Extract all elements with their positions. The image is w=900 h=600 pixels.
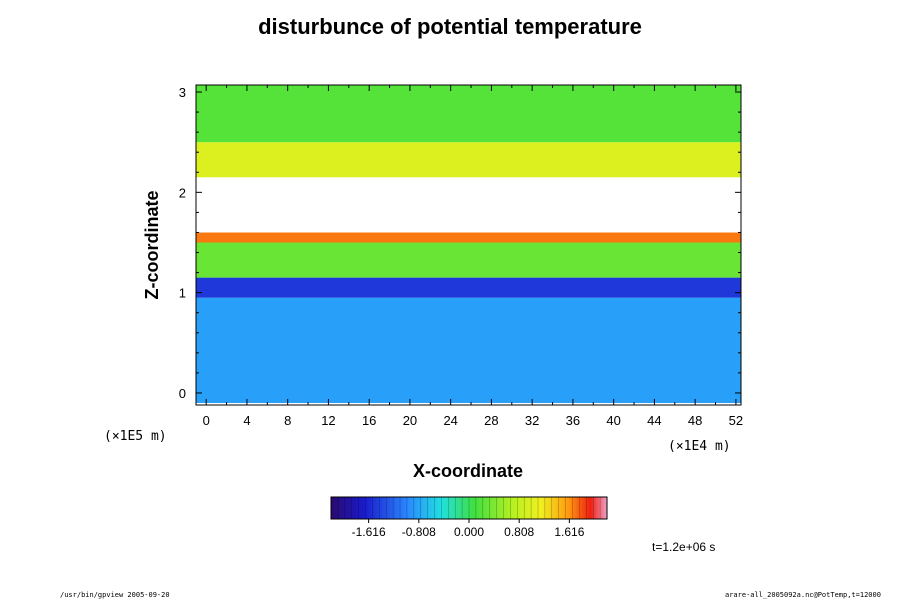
colorbar-tick-label: 1.616 <box>554 525 584 539</box>
field-layer-6 <box>196 85 741 143</box>
colorbar-divisions <box>337 497 601 519</box>
x-tick-label: 28 <box>484 413 498 428</box>
x-axis-title: X-coordinate <box>413 461 523 481</box>
colorbar-tick-label: 0.000 <box>454 525 484 539</box>
field-layer-5 <box>196 142 741 178</box>
y-tick-label: 0 <box>179 386 186 401</box>
chart-title: disturbunce of potential temperature <box>258 14 642 39</box>
field-layer-group <box>196 85 741 403</box>
colorbar-ticks: -1.616 -0.808 0.000 0.808 1.616 <box>352 519 585 539</box>
y-axis-title: Z-coordinate <box>142 190 162 299</box>
time-label: t=1.2e+06 s <box>652 540 715 554</box>
field-layer-4 <box>196 177 741 233</box>
colorbar-tick-label: 0.808 <box>504 525 534 539</box>
field-layer-1 <box>196 277 741 298</box>
field-layer-3 <box>196 232 741 243</box>
footer-left: /usr/bin/gpview 2005-09-20 <box>60 591 170 599</box>
y-tick-label: 3 <box>179 85 186 100</box>
colorbar: -1.616 -0.808 0.000 0.808 1.616 <box>330 496 608 539</box>
x-tick-label: 52 <box>729 413 743 428</box>
colorbar-tick-label: -0.808 <box>402 525 436 539</box>
x-tick-label: 16 <box>362 413 376 428</box>
y-axis: 0 1 2 3 <box>179 85 741 401</box>
x-tick-label: 12 <box>321 413 335 428</box>
x-tick-label: 0 <box>203 413 210 428</box>
x-tick-label: 40 <box>606 413 620 428</box>
x-axis: 0 4 8 12 16 20 24 28 32 36 40 44 48 52 <box>203 85 743 428</box>
x-tick-label: 8 <box>284 413 291 428</box>
x-tick-label: 36 <box>566 413 580 428</box>
y-unit-label: (×1E5 m) <box>104 429 167 444</box>
x-tick-label: 20 <box>403 413 417 428</box>
field-layer-2 <box>196 242 741 278</box>
x-tick-label: 4 <box>243 413 250 428</box>
y-tick-label: 2 <box>179 185 186 200</box>
y-tick-label: 1 <box>179 286 186 301</box>
x-tick-label: 32 <box>525 413 539 428</box>
plot-frame <box>195 84 742 406</box>
footer-right: arare-all_2005092a.nc@PotTemp,t=12000 <box>725 591 881 599</box>
x-tick-label: 44 <box>647 413 661 428</box>
x-tick-label: 48 <box>688 413 702 428</box>
field-layer-0 <box>196 297 741 403</box>
colorbar-tick-label: -1.616 <box>352 525 386 539</box>
x-tick-label: 24 <box>443 413 457 428</box>
x-unit-label: (×1E4 m) <box>668 439 731 454</box>
